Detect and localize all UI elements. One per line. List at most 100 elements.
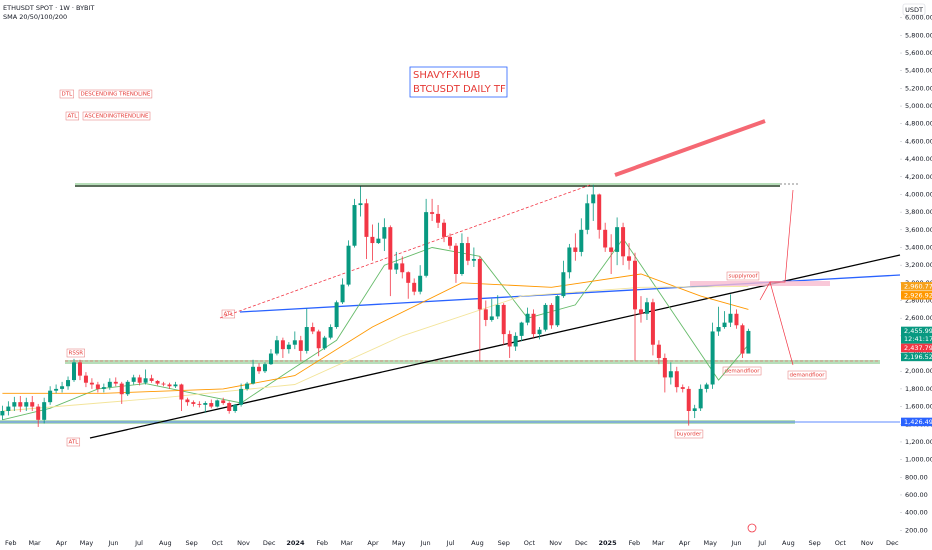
candle-body xyxy=(591,194,596,204)
currency-label: USDT xyxy=(905,6,923,14)
x-tick-label: Jun xyxy=(107,539,118,547)
price-tag-label: 2,196.52 xyxy=(904,353,932,361)
candle-body xyxy=(746,330,751,354)
candle-body xyxy=(716,327,721,332)
candle-body xyxy=(30,402,35,407)
annotation-box xyxy=(221,309,236,319)
x-tick-label: Feb xyxy=(317,539,329,547)
annotation: ATL xyxy=(69,440,80,446)
candle-body xyxy=(543,304,548,330)
candle-body xyxy=(6,406,11,411)
candle-body xyxy=(376,238,381,244)
candle-body xyxy=(501,304,506,335)
y-tick-label: 6,000.00 xyxy=(905,14,932,22)
candle-body xyxy=(101,387,106,389)
candle-body xyxy=(477,258,482,310)
candle-body xyxy=(382,227,387,239)
y-tick-label: 600.00 xyxy=(905,491,928,499)
candle-body xyxy=(137,377,142,383)
price-tag-label: 2,437.79 xyxy=(904,344,932,352)
y-tick-label: 4,600.00 xyxy=(905,137,932,145)
x-tick-label: Sep xyxy=(809,539,821,547)
annotation: ATL xyxy=(68,114,79,120)
y-tick-label: 3,600.00 xyxy=(905,226,932,234)
sma-line xyxy=(2,285,749,412)
y-tick-label: 5,000.00 xyxy=(905,102,932,110)
annotation: ASCENDINGTRENDLINE xyxy=(85,114,150,120)
annotation: DTL xyxy=(62,92,74,98)
candle-body xyxy=(322,337,327,349)
candle-body xyxy=(364,203,369,237)
candle-body xyxy=(197,403,202,405)
price-tag xyxy=(901,343,932,353)
candle-body xyxy=(722,322,727,328)
event-icon xyxy=(747,523,757,533)
y-tick-label: 2,000.00 xyxy=(905,367,932,375)
countdown: 12:41:17 xyxy=(904,335,932,343)
candle-body xyxy=(609,247,614,252)
candle-body xyxy=(424,212,429,276)
candle-body xyxy=(627,256,632,261)
candle-body xyxy=(561,272,566,297)
x-tick-label: 2025 xyxy=(599,539,618,547)
candle-body xyxy=(633,260,638,310)
candle-body xyxy=(668,371,673,378)
candle-body xyxy=(489,316,494,320)
y-tick-label: 3,800.00 xyxy=(905,208,932,216)
candle-body xyxy=(531,313,536,335)
candle-body xyxy=(72,362,77,381)
candle-body xyxy=(692,408,697,411)
candle-body xyxy=(525,313,530,323)
price-tag-label: 2,455.99 xyxy=(904,327,932,335)
x-tick-label: Mar xyxy=(28,539,41,547)
y-tick-label: 800.00 xyxy=(905,473,928,481)
candle-body xyxy=(394,263,399,270)
candle-body xyxy=(42,402,47,420)
candle-body xyxy=(585,203,590,230)
candle-body xyxy=(436,213,441,223)
candle-body xyxy=(573,247,578,252)
annotation-box xyxy=(722,366,762,376)
candle-body xyxy=(77,362,82,376)
candle-body xyxy=(662,357,667,378)
candle-body xyxy=(430,212,435,214)
annotation-box xyxy=(726,271,760,281)
x-tick-label: Feb xyxy=(629,539,641,547)
annotation-box xyxy=(82,111,151,121)
x-tick-label: Aug xyxy=(782,539,795,547)
y-tick-label: 3,400.00 xyxy=(905,243,932,251)
banner-box xyxy=(409,66,508,98)
candle-body xyxy=(710,331,715,385)
candle-body xyxy=(453,245,458,274)
candle-body xyxy=(203,403,208,405)
supply-zone xyxy=(690,281,830,286)
y-tick-label: 4,000.00 xyxy=(905,190,932,198)
candle-body xyxy=(418,275,423,292)
candle-body xyxy=(370,236,375,244)
candle-body xyxy=(555,296,560,326)
candle-body xyxy=(597,194,602,230)
candle-body xyxy=(239,388,244,405)
candle-body xyxy=(60,386,65,389)
candle-body xyxy=(567,247,572,273)
y-tick-label: 2,800.00 xyxy=(905,297,932,305)
x-tick-label: May xyxy=(703,539,717,547)
chart-subtitle: SMA 20/50/100/200 xyxy=(3,13,67,21)
candle-body xyxy=(221,400,226,404)
candle-body xyxy=(686,388,691,411)
candle-body xyxy=(268,353,273,365)
price-tag xyxy=(901,417,932,427)
candle-body xyxy=(107,381,112,388)
annotation: ATL xyxy=(224,312,235,318)
annotation-box xyxy=(66,437,81,447)
candle-body xyxy=(513,335,518,347)
marks xyxy=(0,184,751,427)
candle-body xyxy=(89,382,94,385)
x-tick-label: Oct xyxy=(524,539,536,547)
annotation: supplyroof xyxy=(729,274,759,280)
candle-body xyxy=(340,284,345,303)
candle-body xyxy=(54,388,59,391)
y-tick-label: 2,600.00 xyxy=(905,314,932,322)
candle-body xyxy=(328,327,333,338)
